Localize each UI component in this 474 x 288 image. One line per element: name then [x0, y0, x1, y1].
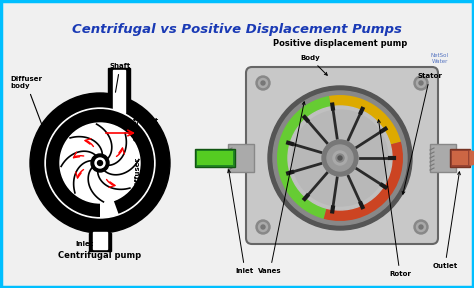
- Text: Stator: Stator: [402, 73, 442, 194]
- FancyBboxPatch shape: [197, 151, 233, 165]
- FancyBboxPatch shape: [246, 67, 438, 244]
- FancyBboxPatch shape: [430, 144, 456, 172]
- Circle shape: [261, 81, 265, 85]
- Circle shape: [417, 79, 426, 88]
- Polygon shape: [93, 232, 107, 249]
- Text: Shaft: Shaft: [109, 63, 131, 92]
- Text: Diffuser
body: Diffuser body: [10, 76, 44, 130]
- Text: NetSol
Water: NetSol Water: [431, 53, 449, 64]
- FancyBboxPatch shape: [452, 151, 468, 165]
- Circle shape: [258, 79, 267, 88]
- Text: Diffuser: Diffuser: [134, 157, 140, 189]
- Polygon shape: [89, 233, 111, 251]
- Circle shape: [256, 76, 270, 90]
- Circle shape: [414, 220, 428, 234]
- Circle shape: [322, 140, 358, 176]
- Polygon shape: [470, 151, 474, 165]
- Text: Outlet: Outlet: [432, 172, 460, 269]
- Text: Vanes: Vanes: [258, 102, 305, 274]
- Text: Centrifugal pump: Centrifugal pump: [58, 251, 142, 260]
- Circle shape: [419, 225, 423, 229]
- Circle shape: [417, 223, 426, 232]
- Text: Outlet: Outlet: [134, 115, 140, 141]
- Circle shape: [256, 220, 270, 234]
- Circle shape: [273, 91, 407, 225]
- Circle shape: [292, 110, 388, 206]
- Text: Inlet: Inlet: [228, 170, 254, 274]
- FancyBboxPatch shape: [228, 144, 254, 172]
- Circle shape: [258, 223, 267, 232]
- Circle shape: [419, 81, 423, 85]
- Text: Rotor: Rotor: [377, 120, 411, 277]
- Text: Inlet: Inlet: [140, 118, 158, 124]
- FancyBboxPatch shape: [450, 149, 470, 167]
- Circle shape: [333, 151, 347, 165]
- Text: Body: Body: [300, 55, 327, 75]
- Circle shape: [268, 86, 412, 230]
- Circle shape: [45, 108, 155, 218]
- Circle shape: [336, 154, 344, 162]
- Circle shape: [261, 225, 265, 229]
- Circle shape: [91, 154, 109, 172]
- Wedge shape: [324, 142, 403, 221]
- Circle shape: [288, 106, 392, 210]
- Circle shape: [95, 158, 105, 168]
- Text: Inlet: Inlet: [75, 241, 93, 247]
- Circle shape: [98, 160, 102, 166]
- FancyBboxPatch shape: [195, 149, 235, 167]
- Circle shape: [414, 76, 428, 90]
- Circle shape: [30, 93, 170, 233]
- Wedge shape: [46, 109, 154, 217]
- Circle shape: [327, 145, 353, 171]
- Circle shape: [60, 123, 140, 203]
- Wedge shape: [277, 96, 340, 219]
- Text: Positive displacement pump: Positive displacement pump: [273, 39, 407, 48]
- Polygon shape: [108, 68, 130, 108]
- Circle shape: [338, 156, 342, 160]
- Wedge shape: [329, 95, 401, 158]
- Text: Centrifugal vs Positive Displacement Pumps: Centrifugal vs Positive Displacement Pum…: [72, 24, 402, 37]
- Polygon shape: [113, 70, 125, 113]
